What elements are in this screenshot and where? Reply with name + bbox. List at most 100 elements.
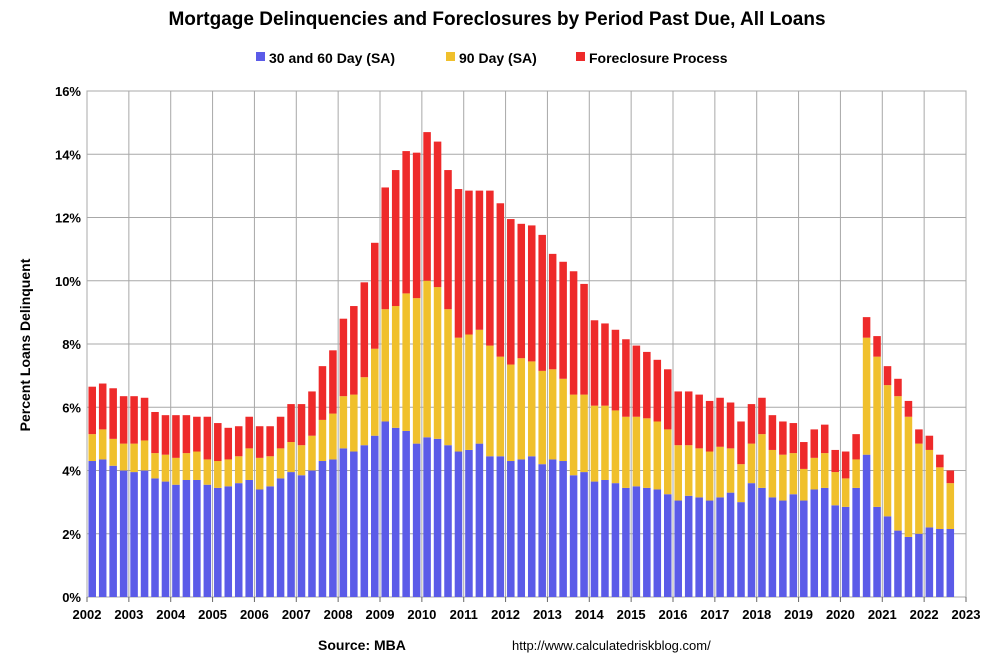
- bar-90-day: [726, 448, 735, 493]
- gridlines: [86, 90, 967, 602]
- bar-foreclosure: [632, 345, 641, 417]
- bar-30-60-day: [130, 472, 138, 597]
- bar-30-60-day: [873, 506, 881, 597]
- bar-90-day: [758, 434, 766, 488]
- bar-90-day: [391, 306, 400, 428]
- bar-30-60-day: [465, 449, 473, 597]
- bar-foreclosure: [737, 421, 745, 465]
- bar-90-day: [548, 369, 557, 460]
- bar-foreclosure: [88, 386, 96, 435]
- bar-90-day: [632, 416, 641, 487]
- bar-90-day: [820, 453, 829, 488]
- bar-90-day: [297, 445, 306, 476]
- bar-foreclosure: [936, 454, 944, 468]
- bar-90-day: [412, 298, 421, 444]
- y-tick-label: 4%: [62, 464, 81, 479]
- bar-30-60-day: [559, 461, 567, 597]
- bar-90-day: [695, 448, 703, 498]
- bar-90-day: [800, 468, 808, 501]
- bar-foreclosure: [925, 435, 934, 450]
- x-tick-label: 2004: [156, 607, 186, 622]
- bar-90-day: [590, 405, 599, 482]
- bar-90-day: [810, 457, 819, 490]
- bar-30-60-day: [276, 478, 285, 597]
- bar-30-60-day: [705, 500, 714, 597]
- bar-foreclosure: [182, 415, 191, 454]
- bar-90-day: [643, 418, 651, 488]
- bar-90-day: [109, 438, 117, 466]
- x-tick-label: 2011: [450, 607, 478, 622]
- bar-30-60-day: [245, 479, 253, 597]
- bar-foreclosure: [329, 350, 337, 414]
- bar-30-60-day: [412, 443, 421, 597]
- bar-90-day: [831, 472, 839, 506]
- bar-90-day: [475, 329, 484, 444]
- chart-title: Mortgage Delinquencies and Foreclosures …: [168, 9, 825, 30]
- bar-90-day: [486, 345, 494, 457]
- bar-90-day: [580, 394, 588, 473]
- bar-90-day: [245, 448, 253, 480]
- bar-foreclosure: [444, 170, 452, 310]
- x-tick-label: 2014: [575, 607, 605, 622]
- bar-foreclosure: [161, 415, 170, 455]
- bar-90-day: [936, 467, 944, 530]
- bar-90-day: [350, 394, 358, 452]
- bar-foreclosure: [119, 396, 128, 444]
- x-tick-label: 2021: [868, 607, 897, 622]
- source-url: http://www.calculatedriskblog.com/: [512, 638, 711, 653]
- bar-foreclosure: [423, 132, 431, 281]
- bar-foreclosure: [810, 429, 819, 458]
- legend-swatch-foreclosure: [576, 52, 585, 61]
- bar-30-60-day: [402, 430, 410, 597]
- bar-90-day: [119, 443, 128, 471]
- bar-90-day: [276, 448, 285, 479]
- bar-90-day: [496, 356, 505, 457]
- bar-90-day: [339, 396, 348, 449]
- bar-30-60-day: [193, 479, 201, 597]
- bar-30-60-day: [632, 486, 641, 597]
- bar-foreclosure: [255, 426, 264, 458]
- bar-30-60-day: [716, 497, 724, 597]
- bar-90-day: [224, 459, 233, 487]
- bar-foreclosure: [517, 223, 526, 359]
- bar-30-60-day: [548, 459, 557, 597]
- bar-30-60-day: [852, 487, 860, 597]
- x-tick-label: 2023: [952, 607, 981, 622]
- bar-foreclosure: [601, 323, 609, 406]
- bar-foreclosure: [214, 423, 222, 462]
- legend-swatch-90-day: [446, 52, 455, 61]
- bar-foreclosure: [486, 190, 494, 346]
- bar-30-60-day: [203, 484, 212, 597]
- bar-30-60-day: [611, 483, 620, 597]
- bar-30-60-day: [350, 451, 358, 597]
- x-tick-label: 2018: [742, 607, 771, 622]
- bar-90-day: [98, 429, 107, 460]
- bar-foreclosure: [831, 449, 839, 473]
- bar-90-day: [182, 453, 191, 480]
- bar-foreclosure: [454, 189, 463, 338]
- legend-label-90-day: 90 Day (SA): [459, 50, 537, 66]
- bar-30-60-day: [98, 459, 107, 597]
- bar-90-day: [684, 445, 693, 496]
- bar-90-day: [130, 443, 138, 473]
- bar-30-60-day: [622, 487, 630, 597]
- bar-foreclosure: [371, 242, 379, 349]
- bar-90-day: [538, 370, 546, 465]
- bar-30-60-day: [161, 481, 170, 597]
- bar-foreclosure: [946, 470, 955, 484]
- bar-90-day: [402, 293, 410, 431]
- bar-90-day: [527, 361, 536, 457]
- bar-foreclosure: [779, 421, 787, 455]
- bar-foreclosure: [622, 339, 630, 417]
- bar-30-60-day: [182, 479, 191, 597]
- bar-90-day: [203, 459, 212, 485]
- bar-30-60-day: [318, 461, 327, 597]
- legend-label-foreclosure: Foreclosure Process: [589, 50, 728, 66]
- bar-foreclosure: [862, 317, 871, 338]
- bar-foreclosure: [820, 424, 829, 454]
- x-tick-label: 2020: [826, 607, 855, 622]
- y-tick-label: 2%: [62, 527, 81, 542]
- legend-swatch-30-60-day: [256, 52, 265, 61]
- bar-30-60-day: [287, 472, 295, 597]
